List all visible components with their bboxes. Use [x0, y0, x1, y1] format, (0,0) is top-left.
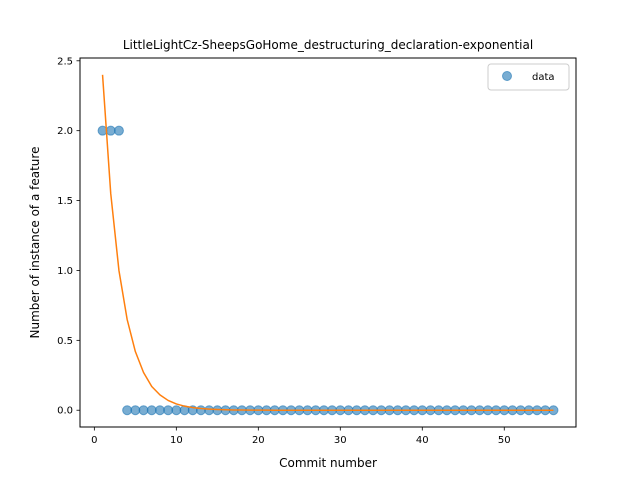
x-tick-label: 10: [170, 435, 183, 446]
legend: data: [487, 63, 570, 91]
data-point: [154, 405, 165, 416]
y-tick-label: 1.5: [57, 196, 73, 207]
x-tick-label: 40: [416, 435, 429, 446]
y-tick-label: 1.0: [57, 266, 73, 277]
data-point: [146, 405, 157, 416]
x-axis-ticks: 0 10 20 30 40 50: [91, 427, 511, 446]
y-tick-label: 2.5: [57, 56, 73, 67]
data-point: [105, 125, 116, 136]
y-axis-label: Number of instance of a feature: [28, 147, 42, 339]
y-tick-label: 0.5: [57, 336, 73, 347]
x-tick-label: 20: [252, 435, 265, 446]
series-layer: [97, 74, 559, 416]
data-point: [113, 125, 124, 136]
data-point: [122, 405, 133, 416]
fit-line: [101, 74, 554, 411]
x-tick-label: 0: [91, 435, 97, 446]
legend-marker-data: [502, 71, 512, 81]
x-axis-label: Commit number: [279, 456, 377, 470]
x-tick-label: 50: [498, 435, 511, 446]
plot-frame: [79, 57, 577, 428]
y-tick-label: 2.0: [57, 126, 73, 137]
chart-title: LittleLightCz-SheepsGoHome_destructuring…: [123, 38, 533, 52]
legend-label-data: data: [532, 72, 555, 83]
data-point: [138, 405, 149, 416]
legend-box: [487, 63, 570, 91]
x-tick-label: 30: [334, 435, 347, 446]
y-axis-ticks: 0.0 0.5 1.0 1.5 2.0 2.5: [57, 56, 80, 417]
y-tick-label: 0.0: [57, 406, 73, 417]
data-point: [130, 405, 141, 416]
data-point: [204, 405, 215, 416]
data-point: [171, 405, 182, 416]
data-point: [163, 405, 174, 416]
data-point: [195, 405, 206, 416]
